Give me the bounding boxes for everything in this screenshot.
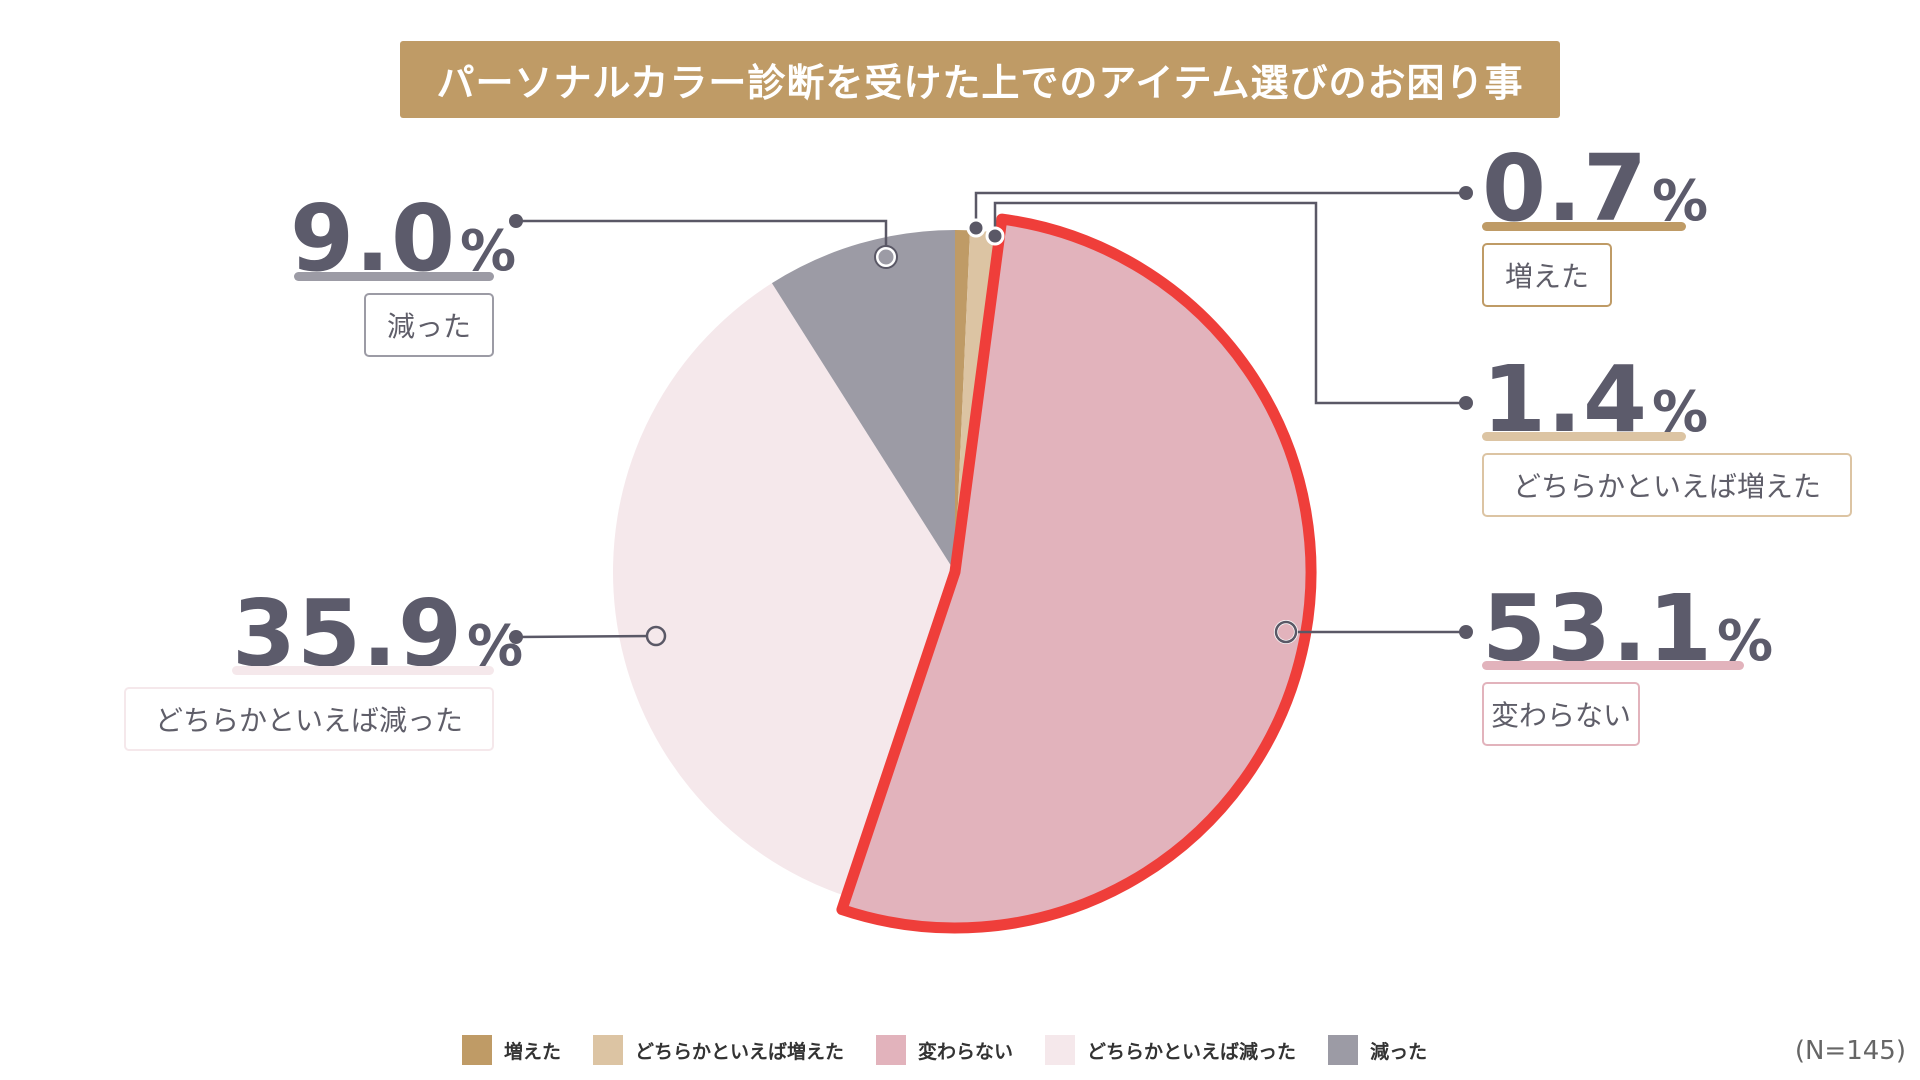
legend-label: どちらかといえば増えた [635, 1040, 845, 1063]
legend-swatch-dec [1328, 1035, 1359, 1065]
data-label-inc: 0.7% [1482, 143, 1708, 235]
legend-label: どちらかといえば減った [1087, 1040, 1297, 1063]
data-label-slight-dec-value: 35.9 [232, 580, 463, 687]
label-tag-slight-dec: どちらかといえば減った [124, 687, 494, 751]
data-label-slight-dec-unit: % [467, 614, 524, 679]
leader-line-slight-inc [993, 201, 1466, 405]
leader-anchor-same-core [1274, 620, 1298, 644]
underline-same [1482, 661, 1744, 670]
data-label-same: 53.1% [1482, 583, 1773, 675]
label-tag-same: 変わらない [1482, 682, 1640, 746]
legend-swatch-same [876, 1035, 907, 1065]
leader-end-slight-inc [1459, 396, 1473, 410]
underline-slight-dec [232, 666, 494, 675]
leader-anchor-dec-ring [874, 245, 898, 269]
underline-dec [294, 272, 494, 281]
label-tag-inc: 増えた [1482, 243, 1612, 307]
legend-swatch-slight-inc [593, 1035, 624, 1065]
data-label-inc-value: 0.7 [1482, 135, 1648, 242]
legend-item: 変わらない [876, 1035, 1013, 1065]
data-label-slight-inc: 1.4% [1482, 354, 1708, 446]
chart-title: パーソナルカラー診断を受けた上でのアイテム選びのお困り事 [400, 41, 1560, 118]
underline-slight-inc [1482, 432, 1686, 441]
label-tag-dec: 減った [364, 293, 494, 357]
leader-line-inc [974, 191, 1466, 228]
legend: 増えた どちらかといえば増えた 変わらない どちらかといえば減った 減った [462, 1035, 1427, 1065]
leader-line-slight-dec [515, 634, 657, 639]
pie-slice-inc [955, 230, 971, 572]
data-label-dec: 9.0% [290, 193, 516, 285]
data-label-inc-unit: % [1651, 169, 1709, 234]
leader-anchor-inc [966, 218, 986, 238]
legend-swatch-inc [462, 1035, 492, 1065]
data-label-same-unit: % [1717, 609, 1774, 674]
leader-end-dec [509, 214, 523, 228]
leader-end-inc [1459, 186, 1473, 200]
legend-label: 増えた [504, 1040, 562, 1063]
legend-item: どちらかといえば増えた [593, 1035, 844, 1065]
leader-end-same [1459, 625, 1473, 639]
legend-item: 減った [1328, 1035, 1427, 1065]
pie-slice-slight-dec [613, 283, 955, 897]
data-label-slight-dec: 35.9% [232, 588, 523, 680]
data-label-same-value: 53.1 [1482, 575, 1713, 682]
leader-dots [509, 186, 1473, 647]
data-label-slight-inc-unit: % [1651, 380, 1709, 445]
label-tag-slight-inc: どちらかといえば増えた [1482, 453, 1852, 517]
data-label-dec-unit: % [459, 219, 517, 284]
leader-anchor-slight-dec [645, 625, 667, 647]
leader-line-dec [516, 219, 888, 257]
underline-inc [1482, 222, 1686, 231]
legend-swatch-slight-dec [1045, 1035, 1076, 1065]
data-label-slight-inc-value: 1.4 [1482, 346, 1648, 453]
highlight-outline [836, 213, 1317, 934]
legend-item: 増えた [462, 1035, 561, 1065]
pie-slice-same-highlight [836, 213, 1317, 934]
data-label-dec-value: 9.0 [290, 185, 456, 292]
leader-anchor-dec [875, 246, 897, 268]
legend-item: どちらかといえば減った [1045, 1035, 1296, 1065]
sample-size-note: (N=145) [1794, 1036, 1906, 1066]
legend-label: 減った [1370, 1040, 1428, 1063]
leader-end-slight-dec [509, 630, 523, 644]
legend-label: 変わらない [918, 1040, 1014, 1063]
leader-anchor-slight-inc [985, 226, 1005, 246]
pie-slice-dec [771, 230, 955, 572]
